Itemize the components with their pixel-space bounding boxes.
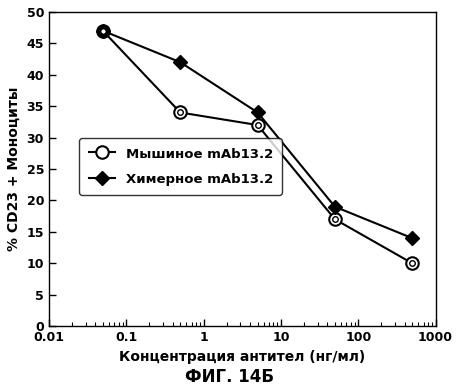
Legend: Мышиное mAb13.2, Химерное mAb13.2: Мышиное mAb13.2, Химерное mAb13.2 (79, 138, 281, 195)
Химерное mAb13.2 (409, 236, 414, 241)
Мышиное mAb13.2 (100, 28, 106, 33)
Line: Химерное mAb13.2: Химерное mAb13.2 (98, 26, 416, 243)
Химерное mAb13.2 (177, 60, 183, 65)
X-axis label: Концентрация антител (нг/мл): Концентрация антител (нг/мл) (119, 349, 364, 363)
Line: Мышиное mAb13.2: Мышиное mAb13.2 (96, 25, 418, 269)
Text: ФИГ. 14Б: ФИГ. 14Б (185, 368, 274, 386)
Мышиное mAb13.2 (177, 110, 183, 115)
Мышиное mAb13.2 (409, 261, 414, 266)
Мышиное mAb13.2 (331, 217, 337, 222)
Мышиное mAb13.2 (254, 123, 260, 128)
Химерное mAb13.2 (331, 204, 337, 209)
Химерное mAb13.2 (100, 28, 106, 33)
Химерное mAb13.2 (254, 110, 260, 115)
Y-axis label: % CD23 + Моноциты: % CD23 + Моноциты (7, 87, 21, 251)
